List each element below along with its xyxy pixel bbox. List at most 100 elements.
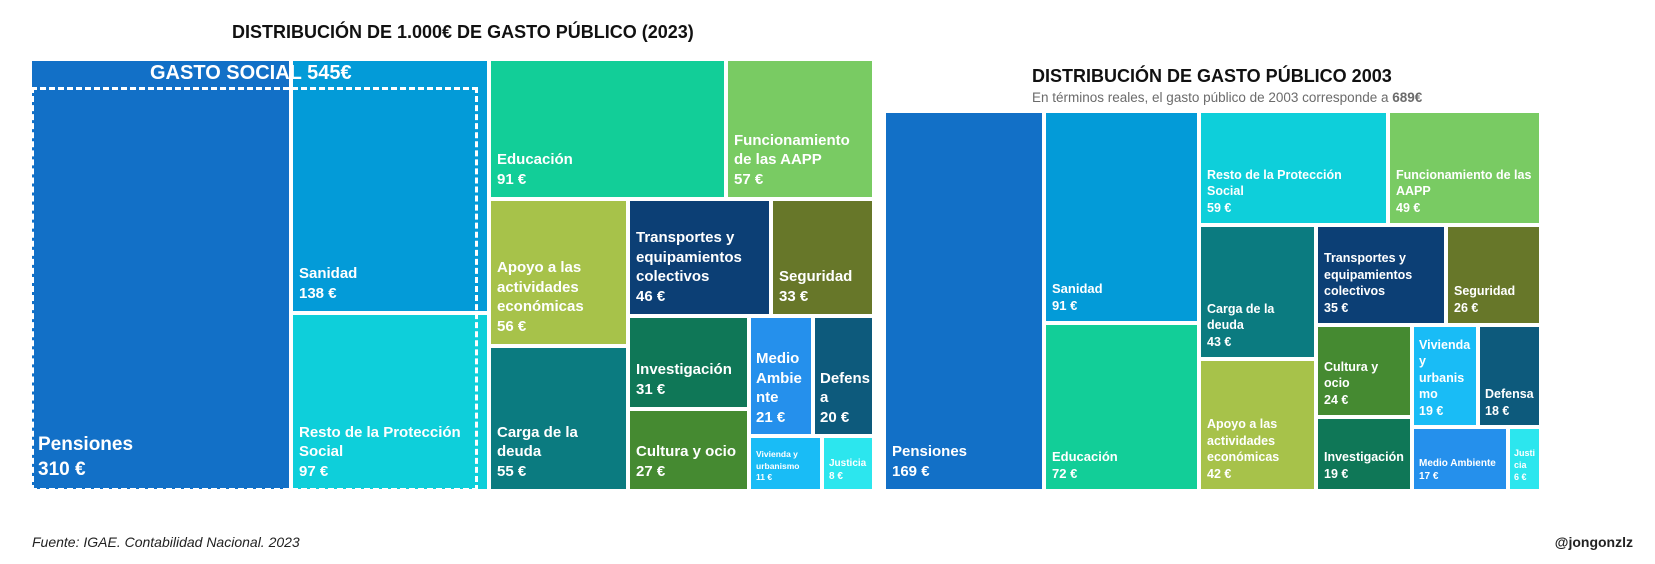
gasto-social-name: GASTO SOCIAL bbox=[150, 62, 302, 84]
tile-value: 91 € bbox=[497, 171, 527, 189]
tile-seguridad: Seguridad 33 € bbox=[771, 199, 874, 316]
tile-investigacion: Investigación 19 € bbox=[1316, 417, 1412, 491]
tile-label: Funcionamiento de las AAPP bbox=[1396, 167, 1532, 199]
tile-medio-ambiente: Medio Ambie nte 21 € bbox=[749, 316, 813, 436]
tile-transportes-y-equipamientos-colectivos: Transportes y equipamientos colectivos 46… bbox=[628, 199, 771, 316]
gasto-social-value: 545€ bbox=[307, 62, 352, 84]
source-note: Fuente: IGAE. Contabilidad Nacional. 202… bbox=[32, 534, 300, 550]
tile-value: 17 € bbox=[1419, 470, 1439, 482]
tile-pensiones: Pensiones 169 € bbox=[884, 111, 1044, 491]
tile-value: 31 € bbox=[636, 381, 666, 399]
tile-justicia: Justi cia 6 € bbox=[1508, 427, 1541, 491]
tile-label: Apoyo a las actividades económicas bbox=[497, 258, 584, 316]
tile-label: Seguridad bbox=[1454, 284, 1516, 298]
tile-value: 24 € bbox=[1324, 392, 1349, 407]
tile-resto-de-la-proteccion-social: Resto de la Protección Social 97 € bbox=[291, 313, 489, 491]
tile-value: 169 € bbox=[892, 463, 930, 481]
tile-value: 56 € bbox=[497, 318, 527, 336]
subtitle-prefix: En términos reales, el gasto público de … bbox=[1032, 90, 1389, 105]
tile-value: 33 € bbox=[779, 288, 809, 306]
tile-value: 46 € bbox=[636, 288, 666, 306]
tile-value: 57 € bbox=[734, 171, 764, 189]
tile-value: 72 € bbox=[1052, 465, 1078, 481]
tile-value: 19 € bbox=[1324, 466, 1349, 481]
tile-label: Apoyo a las actividades económicas bbox=[1207, 417, 1280, 464]
tile-value: 8 € bbox=[829, 470, 843, 482]
tile-value: 42 € bbox=[1207, 466, 1232, 481]
tile-value: 6 € bbox=[1514, 472, 1527, 483]
tile-label: Carga de la deuda bbox=[1207, 301, 1275, 333]
tile-label: Cultura y ocio bbox=[636, 443, 737, 461]
tile-educacion: Educación 72 € bbox=[1044, 323, 1199, 491]
tile-value: 19 € bbox=[1419, 403, 1444, 418]
tile-funcionamiento-de-las-aapp: Funcionamiento de las AAPP 49 € bbox=[1388, 111, 1541, 225]
author-handle: @jongonzlz bbox=[1554, 534, 1633, 550]
chart-title-2003: DISTRIBUCIÓN DE GASTO PÚBLICO 2003 bbox=[1032, 66, 1392, 86]
tile-seguridad: Seguridad 26 € bbox=[1446, 225, 1541, 325]
tile-justicia: Justicia 8 € bbox=[822, 436, 874, 491]
tile-funcionamiento-de-las-aapp: Funcionamiento de las AAPP 57 € bbox=[726, 59, 874, 199]
tile-label: Transportes y equipamientos colectivos bbox=[1324, 251, 1413, 298]
tile-label: Carga de la deuda bbox=[497, 423, 578, 461]
chart-subtitle-2003: En términos reales, el gasto público de … bbox=[1032, 90, 1422, 105]
tile-value: 55 € bbox=[497, 463, 527, 481]
tile-label: Investigación bbox=[1324, 450, 1404, 464]
tile-defensa: Defensa 18 € bbox=[1478, 325, 1541, 427]
tile-value: 20 € bbox=[820, 409, 850, 427]
tile-label: Educación bbox=[1052, 448, 1118, 464]
tile-sanidad: Sanidad 138 € bbox=[291, 59, 489, 313]
tile-value: 18 € bbox=[1485, 403, 1510, 418]
tile-defensa: Defens a 20 € bbox=[813, 316, 874, 436]
tile-value: 11 € bbox=[756, 471, 773, 482]
tile-label: Defensa bbox=[1485, 387, 1534, 401]
tile-label: Vivienda y urbanismo bbox=[756, 449, 800, 471]
tile-vivienda-y-urbanismo: Vivienda y urbanismo 11 € bbox=[749, 436, 822, 491]
tile-value: 27 € bbox=[636, 463, 666, 481]
tile-transportes-y-equipamientos-colectivos: Transportes y equipamientos colectivos 35… bbox=[1316, 225, 1446, 325]
tile-resto-de-la-proteccion-social: Resto de la Protección Social 59 € bbox=[1199, 111, 1388, 225]
tile-apoyo-a-las-actividades-economicas: Apoyo a las actividades económicas 42 € bbox=[1199, 359, 1316, 491]
tile-value: 97 € bbox=[299, 463, 329, 481]
tile-label: Justicia bbox=[829, 457, 867, 469]
tile-label: Investigación bbox=[636, 361, 732, 379]
tile-value: 59 € bbox=[1207, 200, 1232, 215]
tile-label: Resto de la Protección Social bbox=[299, 423, 461, 461]
tile-label: Resto de la Protección Social bbox=[1207, 167, 1342, 199]
tile-label: Sanidad bbox=[1052, 280, 1103, 296]
tile-label: Transportes y equipamientos colectivos bbox=[636, 228, 742, 286]
tile-label: Funcionamiento de las AAPP bbox=[734, 131, 850, 169]
tile-medio-ambiente: Medio Ambiente 17 € bbox=[1412, 427, 1508, 491]
tile-investigacion: Investigación 31 € bbox=[628, 316, 749, 409]
tile-label: Pensiones bbox=[38, 433, 134, 455]
tile-value: 26 € bbox=[1454, 300, 1479, 315]
tile-value: 21 € bbox=[756, 409, 786, 427]
tile-label: Vivienda y urbanis mo bbox=[1419, 337, 1471, 402]
tile-carga-de-la-deuda: Carga de la deuda 43 € bbox=[1199, 225, 1316, 359]
tile-value: 35 € bbox=[1324, 300, 1349, 315]
tile-label: Medio Ambie nte bbox=[756, 349, 802, 407]
tile-carga-de-la-deuda: Carga de la deuda 55 € bbox=[489, 346, 628, 491]
tile-label: Medio Ambiente bbox=[1419, 457, 1496, 469]
tile-cultura-y-ocio: Cultura y ocio 27 € bbox=[628, 409, 749, 491]
tile-label: Pensiones bbox=[892, 443, 968, 461]
tile-pensiones: Pensiones 310 € bbox=[30, 59, 291, 491]
tile-value: 43 € bbox=[1207, 334, 1232, 349]
tile-sanidad: Sanidad 91 € bbox=[1044, 111, 1199, 323]
tile-label: Educación bbox=[497, 151, 573, 169]
tile-apoyo-a-las-actividades-economicas: Apoyo a las actividades económicas 56 € bbox=[489, 199, 628, 346]
tile-label: Cultura y ocio bbox=[1324, 359, 1379, 391]
chart-title-2023: DISTRIBUCIÓN DE 1.000€ DE GASTO PÚBLICO … bbox=[232, 22, 694, 42]
tile-value: 310 € bbox=[38, 458, 86, 480]
gasto-social-label: GASTO SOCIAL 545€ bbox=[150, 62, 352, 85]
tile-label: Seguridad bbox=[779, 268, 853, 286]
subtitle-value: 689€ bbox=[1392, 90, 1423, 105]
tile-educacion: Educación 91 € bbox=[489, 59, 726, 199]
tile-value: 91 € bbox=[1052, 297, 1078, 313]
tile-value: 49 € bbox=[1396, 200, 1421, 215]
tile-vivienda-y-urbanismo: Vivienda y urbanis mo 19 € bbox=[1412, 325, 1478, 427]
tile-label: Sanidad bbox=[299, 265, 358, 283]
tile-cultura-y-ocio: Cultura y ocio 24 € bbox=[1316, 325, 1412, 417]
tile-value: 138 € bbox=[299, 285, 337, 303]
